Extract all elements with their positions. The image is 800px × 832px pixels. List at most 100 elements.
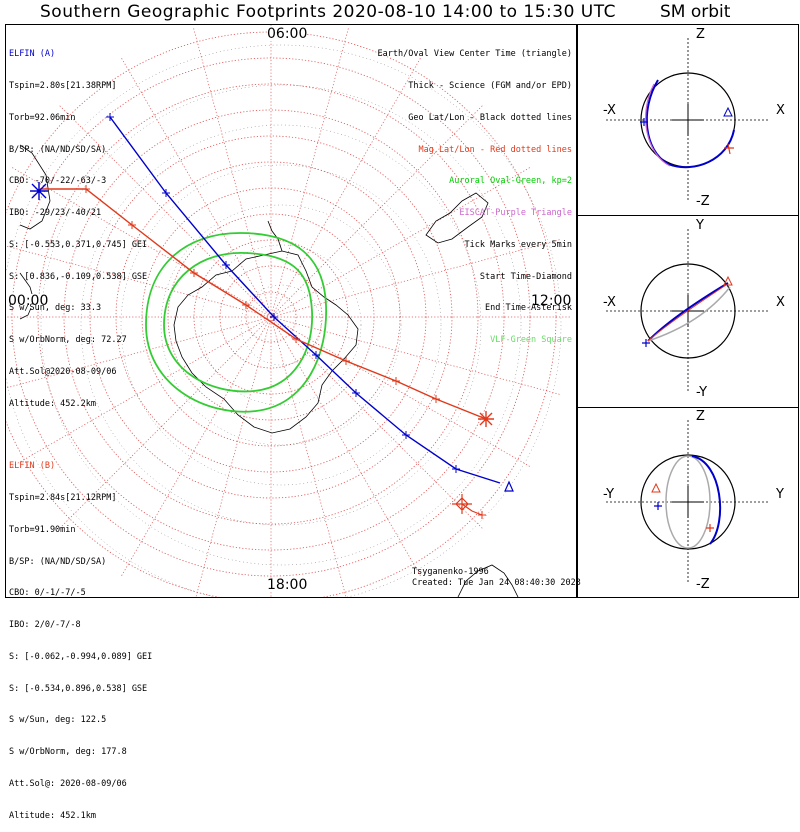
- sm-panel-yz-frame: [577, 407, 799, 598]
- mag-meridian: [270, 316, 422, 577]
- sm-panel-xz: [606, 38, 770, 202]
- elfin-b-line: Att.Sol@: 2020-08-09/06: [9, 779, 127, 789]
- elfin-b-tick: [292, 335, 300, 343]
- sm-xz-top-label: Z: [696, 27, 705, 42]
- elfin-b-marker: [706, 524, 714, 532]
- elfin-a-center-triangle: [504, 480, 514, 492]
- elfin-b-track: [40, 188, 487, 420]
- mag-lat-circle: [63, 109, 479, 525]
- sm-xz-bottom-label: -Z: [696, 194, 710, 209]
- sm-yz-top-label: Z: [696, 409, 705, 424]
- legend-entry: VLF-Green Square: [490, 335, 572, 346]
- elfin-a-line: S: [-0.553,0.371,0.745] GEI: [9, 239, 148, 250]
- mag-meridian: [270, 239, 561, 318]
- elfin-a-label: ELFIN (A): [9, 49, 56, 60]
- elfin-b-info: ELFIN (B) Tspin=2.84s[21.12RPM] Torb=91.…: [9, 440, 152, 832]
- legend-entry: Start Time-Diamond: [479, 271, 572, 282]
- elfin-b-tick: [392, 377, 400, 385]
- mag-lat-circle: [115, 161, 427, 473]
- elfin-b-tick: [242, 301, 250, 309]
- sm-yz-right-label: Y: [776, 487, 784, 502]
- elfin-a-line: S w/Sun, deg: 33.3: [9, 303, 102, 314]
- legend-entry: Auroral Oval-Green, kp=2: [449, 176, 572, 187]
- elfin-a-marker: [640, 118, 648, 126]
- sm-panel-yz: [606, 420, 770, 584]
- elfin-a-tick: [312, 351, 320, 359]
- elfin-a-orbit: [691, 455, 722, 545]
- mag-meridian: [270, 57, 422, 318]
- elfin-a-orbit: [647, 282, 729, 342]
- elfin-a-triangle: [723, 106, 733, 117]
- auroral-oval-outer: [145, 232, 327, 413]
- mag-meridian: [193, 27, 272, 318]
- elfin-b-track-tail: [461, 503, 483, 516]
- geo-lat-circle: [200, 244, 362, 406]
- legend-entry: Mag Lat/Lon - Red dotted lines: [418, 144, 572, 155]
- elfin-a-tick: [222, 261, 230, 269]
- sm-xz-left-label: -X: [603, 103, 616, 118]
- elfin-a-tick: [106, 113, 114, 121]
- hour-label-top: 06:00: [267, 26, 308, 42]
- legend-entry: Tick Marks every 5min: [464, 239, 572, 250]
- geo-lat-circle: [40, 84, 522, 566]
- antarctic-peninsula: [267, 220, 283, 252]
- elfin-b-tick: [432, 395, 440, 403]
- elfin-a-start-asterisk: [30, 182, 48, 200]
- elfin-b-orbit: [647, 284, 727, 342]
- sm-yz-left-label: -Y: [603, 487, 615, 502]
- antarctica-outline: [173, 250, 359, 434]
- created-timestamp: Created: Tue Jan 24 08:40:30 2023: [412, 578, 581, 588]
- mag-lat-circle: [89, 135, 453, 499]
- hour-label-left: 00:00: [8, 293, 49, 309]
- elfin-a-orbit: [645, 79, 735, 169]
- legend-entry: Earth/Oval View Center Time (triangle): [377, 49, 572, 60]
- elfin-b-label: ELFIN (B): [9, 461, 56, 472]
- mag-meridian: [6, 245, 272, 318]
- legend: Earth/Oval View Center Time (triangle) T…: [378, 28, 572, 356]
- mag-meridian: [270, 166, 531, 318]
- legend-entry: Thick - Science (FGM and/or EPD): [408, 80, 572, 91]
- elfin-b-line: S: [-0.534,0.896,0.538] GSE: [9, 683, 148, 694]
- sm-xy-bottom-label: -Y: [696, 385, 708, 400]
- elfin-a-line: IBO: -29/23/-40/21: [9, 208, 102, 219]
- elfin-a-line: Tspin=2.80s[21.38RPM]: [9, 80, 117, 91]
- geo-lat-circle: [240, 284, 322, 366]
- elfin-b-line: Altitude: 452.1km: [9, 810, 96, 821]
- elfin-a-tick: [270, 313, 278, 321]
- geo-lat-circle: [120, 164, 442, 486]
- model-credit: Tsyganenko-1996: [412, 567, 489, 577]
- elfin-b-line: S w/Sun, deg: 122.5: [9, 715, 107, 726]
- elfin-b-tick: [342, 357, 350, 365]
- hour-label-bottom: 18:00: [267, 577, 308, 593]
- elfin-b-line: CBO: 0/-1/-7/-5: [9, 588, 86, 599]
- sm-yz-bottom-label: -Z: [696, 577, 710, 592]
- mag-meridian: [270, 316, 484, 530]
- footprint-map: [6, 25, 571, 597]
- elfin-b-end-asterisk: [478, 411, 494, 427]
- mag-lat-circle: [37, 83, 505, 551]
- elfin-a-tick: [352, 389, 360, 397]
- sm-orbit-title: SM orbit: [660, 2, 731, 22]
- elfin-a-line: S: [0.836,-0.109,0.538] GSE: [9, 271, 148, 282]
- elfin-a-tick: [452, 465, 460, 473]
- elfin-b-line: IBO: 2/0/-7/-8: [9, 620, 81, 631]
- elfin-a-line: S w/OrbNorm, deg: 72.27: [9, 335, 127, 346]
- elfin-a-line: CBO: -70/-22/-63/-3: [9, 176, 107, 187]
- elfin-a-info: ELFIN (A) Tspin=2.80s[21.38RPM] Torb=92.…: [9, 28, 147, 420]
- elfin-b-marker: [724, 143, 734, 155]
- mag-meridian: [270, 316, 531, 468]
- mag-lat-circle: [11, 57, 531, 577]
- mag-meridian: [120, 57, 272, 318]
- mag-meridian: [6, 316, 272, 389]
- auroral-oval-inner: [163, 252, 313, 393]
- mag-meridian: [270, 104, 484, 318]
- sm-xy-left-label: -X: [603, 295, 616, 310]
- mag-meridian: [58, 316, 272, 530]
- elfin-b-line: B/SP: (NA/ND/SD/SA): [9, 556, 107, 567]
- orbit-segment: [645, 83, 671, 167]
- elfin-b-tick: [128, 221, 136, 229]
- elfin-b-line: S w/OrbNorm, deg: 177.8: [9, 747, 127, 758]
- mag-meridian: [11, 166, 272, 318]
- elfin-a-line: Att.Sol@2020-08-09/06: [9, 367, 117, 377]
- geo-lat-circle: [80, 124, 482, 526]
